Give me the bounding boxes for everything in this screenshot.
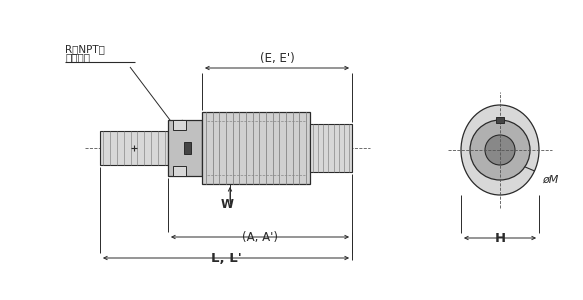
Text: (A, A'): (A, A'): [242, 231, 278, 244]
Polygon shape: [173, 166, 186, 176]
Polygon shape: [168, 120, 202, 176]
Polygon shape: [310, 124, 352, 172]
Circle shape: [470, 120, 530, 180]
Text: H: H: [494, 232, 505, 245]
Polygon shape: [202, 112, 310, 184]
Text: øM: øM: [542, 175, 559, 185]
Polygon shape: [496, 117, 504, 123]
Text: (E, E'): (E, E'): [259, 52, 294, 65]
Circle shape: [485, 135, 515, 165]
Polygon shape: [173, 120, 186, 130]
Text: L, L': L, L': [210, 252, 241, 265]
Polygon shape: [184, 142, 191, 154]
Text: R（NPT）: R（NPT）: [65, 44, 105, 54]
Polygon shape: [100, 131, 168, 165]
Ellipse shape: [461, 105, 539, 195]
Text: 接続口径: 接続口径: [65, 52, 90, 62]
Text: W: W: [220, 198, 234, 211]
